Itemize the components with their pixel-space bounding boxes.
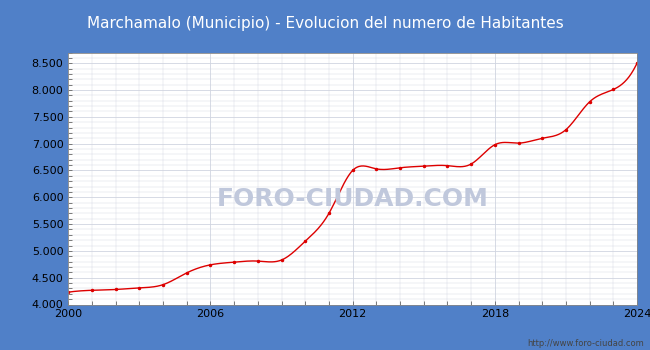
Text: http://www.foro-ciudad.com: http://www.foro-ciudad.com [526,339,644,348]
Text: FORO-CIUDAD.COM: FORO-CIUDAD.COM [216,187,489,211]
Text: Marchamalo (Municipio) - Evolucion del numero de Habitantes: Marchamalo (Municipio) - Evolucion del n… [86,16,564,31]
